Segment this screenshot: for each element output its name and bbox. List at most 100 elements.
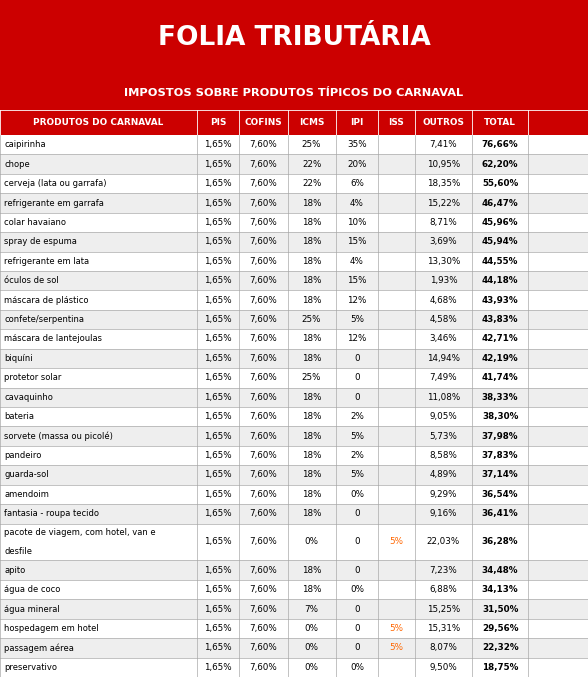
Text: 0: 0 [354,605,360,613]
Bar [0,446,588,465]
Text: 0: 0 [354,566,360,575]
Text: 45,96%: 45,96% [482,218,519,227]
Text: 25%: 25% [302,140,322,149]
Text: 37,98%: 37,98% [482,432,519,441]
Bar [0,387,588,407]
Text: 1,65%: 1,65% [205,140,232,149]
Bar [0,194,588,213]
Bar [0,174,588,194]
Text: confete/serpentina: confete/serpentina [4,315,84,324]
Text: 76,66%: 76,66% [482,140,519,149]
Text: 4,68%: 4,68% [430,296,457,305]
Bar [0,135,588,154]
Text: 18%: 18% [302,566,322,575]
Text: 18%: 18% [302,432,322,441]
Text: 7,60%: 7,60% [249,179,278,188]
Text: 1,65%: 1,65% [205,257,232,266]
Text: 35%: 35% [347,140,367,149]
Text: 1,65%: 1,65% [205,451,232,460]
Text: 12%: 12% [348,296,366,305]
Text: 7,60%: 7,60% [249,585,278,594]
Text: 7,60%: 7,60% [249,276,278,285]
Bar [0,310,588,329]
Text: 18%: 18% [302,393,322,401]
Text: ISS: ISS [389,118,404,127]
Text: 5%: 5% [350,432,364,441]
Text: 1,65%: 1,65% [205,393,232,401]
Text: 41,74%: 41,74% [482,373,519,383]
Text: 18,75%: 18,75% [482,663,518,672]
Bar [0,0,588,110]
Text: 7,60%: 7,60% [249,296,278,305]
Text: 7,60%: 7,60% [249,373,278,383]
Text: colar havaiano: colar havaiano [4,218,66,227]
Bar [0,290,588,310]
Text: 7,60%: 7,60% [249,354,278,363]
Text: 0: 0 [354,393,360,401]
Text: 22,03%: 22,03% [427,538,460,546]
Text: 25%: 25% [302,373,322,383]
Text: hospedagem em hotel: hospedagem em hotel [4,624,99,633]
Text: 22,32%: 22,32% [482,643,519,653]
Text: 1,65%: 1,65% [205,490,232,499]
Text: 7,60%: 7,60% [249,643,278,653]
Text: preservativo: preservativo [4,663,57,672]
Text: IPI: IPI [350,118,363,127]
Text: 18%: 18% [302,490,322,499]
Text: 2%: 2% [350,412,364,421]
Text: 1,65%: 1,65% [205,538,232,546]
Text: 55,60%: 55,60% [482,179,518,188]
Text: 7,60%: 7,60% [249,412,278,421]
Bar [0,561,588,580]
Text: 7,41%: 7,41% [430,140,457,149]
Text: bateria: bateria [4,412,34,421]
Text: 1,65%: 1,65% [205,471,232,479]
Text: FOLIA TRIBUTÁRIA: FOLIA TRIBUTÁRIA [158,25,430,51]
Text: refrigerante em lata: refrigerante em lata [4,257,89,266]
Text: 5%: 5% [350,315,364,324]
Bar [0,407,588,427]
Text: 9,50%: 9,50% [429,663,457,672]
Text: refrigerante em garrafa: refrigerante em garrafa [4,198,104,208]
Text: 8,07%: 8,07% [429,643,457,653]
Text: 37,83%: 37,83% [482,451,519,460]
Text: sorvete (massa ou picolé): sorvete (massa ou picolé) [4,431,113,441]
Text: 6,88%: 6,88% [429,585,457,594]
Text: 13,30%: 13,30% [427,257,460,266]
Text: 7,60%: 7,60% [249,198,278,208]
Text: 1,65%: 1,65% [205,160,232,169]
Text: 15%: 15% [347,238,367,246]
Text: máscara de lantejoulas: máscara de lantejoulas [4,334,102,343]
Text: 22%: 22% [302,179,321,188]
Text: 45,94%: 45,94% [482,238,519,246]
Bar [0,427,588,446]
Text: 29,56%: 29,56% [482,624,519,633]
Text: 7,60%: 7,60% [249,140,278,149]
Text: 15,31%: 15,31% [427,624,460,633]
Text: 4%: 4% [350,198,364,208]
Text: apito: apito [4,566,25,575]
Bar [0,638,588,657]
Text: 2%: 2% [350,451,364,460]
Text: 18%: 18% [302,509,322,519]
Text: 34,48%: 34,48% [482,566,519,575]
Text: 0%: 0% [305,643,319,653]
Text: 0: 0 [354,373,360,383]
Text: 7,60%: 7,60% [249,624,278,633]
Text: 18%: 18% [302,276,322,285]
Text: 1,65%: 1,65% [205,663,232,672]
Text: 18,35%: 18,35% [427,179,460,188]
Text: 7,49%: 7,49% [430,373,457,383]
Text: 5,73%: 5,73% [429,432,457,441]
Text: PRODUTOS DO CARNAVAL: PRODUTOS DO CARNAVAL [34,118,163,127]
Text: 5%: 5% [350,471,364,479]
Text: 36,54%: 36,54% [482,490,519,499]
Text: passagem aérea: passagem aérea [4,643,74,653]
Text: 43,83%: 43,83% [482,315,519,324]
Bar [0,213,588,232]
Bar [0,271,588,290]
Text: óculos de sol: óculos de sol [4,276,59,285]
Text: 1,65%: 1,65% [205,432,232,441]
Text: 1,65%: 1,65% [205,373,232,383]
Text: 0: 0 [354,643,360,653]
